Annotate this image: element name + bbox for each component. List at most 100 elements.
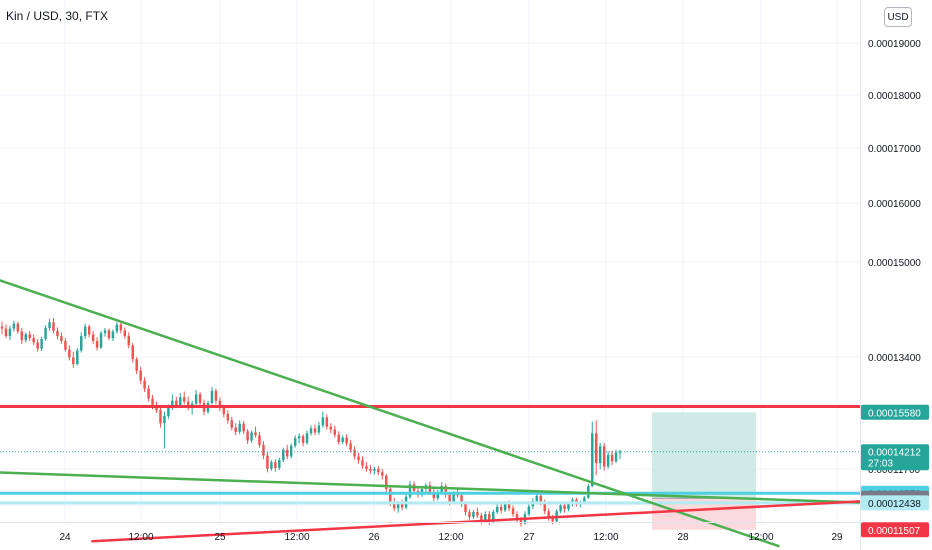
candle-body [171,400,174,408]
candle-body [452,493,455,503]
price-badge [861,495,929,511]
candle-body [583,497,586,503]
candle-body [389,488,392,502]
candle-body [436,491,439,499]
candle-body [614,452,618,462]
candle-body [234,427,237,432]
candle-body [151,398,154,406]
candle-body [345,437,348,444]
candle-body [76,350,79,365]
x-tick-label: 29 [831,532,843,543]
candle-body [210,390,214,404]
candle-body [131,345,134,360]
candle-body [472,512,475,517]
candle-body [262,444,265,456]
candle-body [369,468,372,471]
candle-body [147,388,150,399]
candle-body [484,514,487,521]
candle-body [507,502,511,509]
candle-body [377,468,380,473]
candle-body [515,514,519,520]
candle-body [610,454,614,462]
candle-body [333,429,336,435]
candle-body [64,340,67,350]
candle-body [357,456,360,461]
price-badge-label: 0.00015580 [868,408,921,419]
candle-body [444,486,447,495]
trend-lines[interactable] [0,270,862,548]
currency-button[interactable]: USD [884,7,912,27]
candle-body [183,397,186,402]
x-tick-label: 25 [214,532,226,543]
candle-body [167,407,170,417]
candle-body [111,331,115,339]
candle-body [198,394,202,404]
candle-body [123,330,127,337]
candle-body [226,413,230,421]
candle-body [341,437,344,442]
candle-body [286,449,289,457]
descending-trendline [0,279,780,548]
candle-body [40,338,43,349]
candles [0,317,622,527]
candle-body [246,431,249,441]
x-tick-label: 12:00 [284,532,309,543]
candle-body [44,328,47,339]
candle-body [48,322,51,329]
candle-body [278,460,281,468]
candle-body [155,405,158,411]
candle-body [408,484,412,497]
candle-body [563,505,566,510]
candle-body [95,340,99,348]
candle-body [270,462,273,469]
candle-body [16,323,20,332]
candle-body [527,506,531,515]
candle-body [222,407,226,414]
candle-body [321,417,325,426]
y-tick-label: 0.00019000 [868,39,921,50]
price-badge-label: 0.00012438 [868,499,921,510]
candle-body [567,503,570,510]
candle-body [598,446,602,464]
candle-body [91,334,95,341]
candle-body [12,323,16,329]
candle-body [83,326,87,337]
candle-body [495,506,499,513]
candle-body [313,428,317,433]
candle-body [373,468,376,471]
candle-body [56,330,59,337]
candle-body [464,503,467,513]
candle-body [20,331,24,341]
candle-body [289,445,293,457]
candle-body [448,494,451,503]
candle-body [87,326,91,335]
candle-body [242,423,245,432]
candle-body [460,495,463,504]
candle-body [595,433,598,464]
x-tick-label: 26 [368,532,380,543]
candle-body [32,338,35,343]
countdown-label: 27:03 [868,459,893,470]
candle-body [476,512,479,516]
candle-body [305,433,309,443]
candle-body [301,436,305,443]
candle-body [543,502,546,512]
price-badge [861,522,929,538]
candle-body [385,475,388,489]
candle-body [103,330,107,334]
candle-body [107,330,111,339]
candle-body [432,491,436,499]
candle-body [400,503,404,508]
candle-body [559,505,562,512]
candle-body [606,454,610,467]
candle-body [36,342,39,349]
candle-body [254,432,257,436]
candle-body [591,433,594,487]
candle-body [618,451,622,453]
candle-body [499,506,503,511]
candle-body [381,472,384,476]
price-badge-label: 0.00014212 [868,448,921,459]
candle-body [179,397,182,406]
candle-body [511,508,515,515]
